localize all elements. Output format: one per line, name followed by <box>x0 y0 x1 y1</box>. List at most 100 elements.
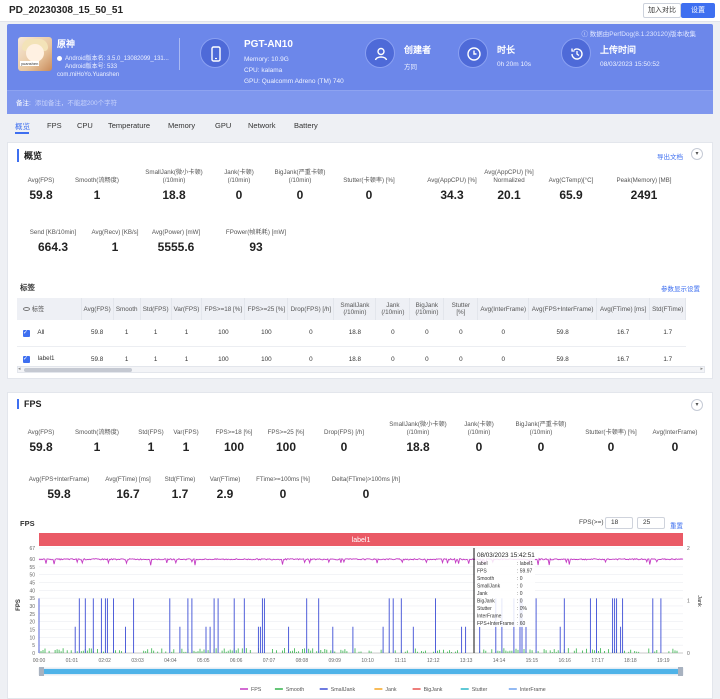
scroll-thumb[interactable] <box>24 368 132 372</box>
overview-metric: Stutter(卡顿率) [%] 0 <box>324 169 414 202</box>
tooltip-key: FPS <box>477 569 487 575</box>
overview-metric: BigJank(严重卡顿) (/10min) 0 <box>255 169 345 202</box>
tab-fps[interactable]: FPS <box>47 121 62 130</box>
fps-metric: FPS>=25 [%] 100 <box>241 421 331 454</box>
tooltip-value: : 0 <box>517 591 523 597</box>
zoom-handle-right[interactable] <box>678 667 683 676</box>
overview-metric: Avg(Power) [mW] 5555.6 <box>131 221 221 254</box>
device-name: PGT-AN10 <box>244 39 293 50</box>
legend-item-smooth[interactable]: Smooth <box>286 687 304 693</box>
metric-label: Send [KB/10min] <box>29 229 77 236</box>
table-cell: 100 <box>244 320 288 347</box>
checkbox[interactable]: ✓ <box>23 329 30 337</box>
tags-label: 标签 <box>20 283 35 292</box>
checkbox[interactable]: ✓ <box>23 356 30 363</box>
tab-network[interactable]: Network <box>248 121 276 130</box>
remark-placeholder[interactable]: 添加备注，不能超200个字符 <box>34 100 118 107</box>
table-cell: 59.8 <box>81 320 114 347</box>
tooltip-key: label <box>477 561 488 567</box>
metric-label: Avg(FTime) [ms] <box>105 476 151 483</box>
table-cell: 0 <box>375 320 410 347</box>
metric-label: Avg(CTemp)[°C] <box>548 177 594 184</box>
column-header: BigJank (/10min) <box>409 298 445 320</box>
table-cell: 100 <box>201 320 245 347</box>
metric-label: Smooth(流畅度) <box>74 177 119 184</box>
metric-value: 1 <box>182 440 190 454</box>
x-tick-label: 18:18 <box>624 658 637 664</box>
overview-card: 概览 导出文档 ▾ Avg(FPS) 59.8 Smooth(流畅度) 1 SmallJ… <box>7 142 713 379</box>
tab-gpu[interactable]: GPU <box>215 121 232 130</box>
metric-value: 0 <box>296 188 304 202</box>
top-bar: PD_20230308_15_50_51 加入对比 设置 <box>0 0 720 22</box>
overview-metric: Avg(AppCPU) [%] Normalized 20.1 <box>464 169 554 202</box>
fps-threshold-input-1[interactable]: 18 <box>605 517 633 529</box>
fps-metric: Avg(FTime) [ms] 16.7 <box>83 468 173 501</box>
y-tick-label: 25 <box>29 612 35 618</box>
fps-series-line <box>38 557 684 566</box>
reset-link[interactable]: 重置 <box>670 523 683 530</box>
fps-threshold-input-2[interactable]: 25 <box>637 517 665 529</box>
metric-value: 0 <box>537 440 545 454</box>
x-tick-label: 03:03 <box>131 658 144 664</box>
eye-icon[interactable] <box>23 306 30 311</box>
upload-history-icon <box>561 38 591 68</box>
scroll-right-icon[interactable]: ▸ <box>700 366 703 372</box>
legend-item-jank[interactable]: Jank <box>385 687 397 693</box>
tooltip-value: : label1 <box>517 561 533 567</box>
tooltip-value: : 0 <box>517 584 523 590</box>
fps-metric: Avg(InterFrame) 0 <box>630 421 720 454</box>
fps-metric: Var(FTime) 2.9 <box>180 468 270 501</box>
y-tick-label: 67 <box>29 546 35 552</box>
fps-metric: FTime>=100ms [%] 0 <box>238 468 328 501</box>
metric-value: 2491 <box>630 188 658 202</box>
tooltip-value: : 0% <box>517 606 528 612</box>
column-header: 标签 <box>17 298 82 320</box>
legend-item-fps[interactable]: FPS <box>251 687 262 693</box>
legend-item-interframe[interactable]: InterFrame <box>520 687 546 693</box>
table-header: 标签 Avg(FPS) Smooth Std(FPS) Var(FPS) FPS>=18 … <box>17 298 687 320</box>
metric-label: Smooth(流畅度) <box>74 429 119 436</box>
tab-temperature[interactable]: Temperature <box>108 121 151 130</box>
x-tick-label: 15:15 <box>526 658 539 664</box>
legend-item-smalljank[interactable]: SmallJank <box>331 687 356 693</box>
param-display-settings-link[interactable]: 参数显示设置 <box>661 286 700 293</box>
metric-value: 0 <box>475 440 483 454</box>
column-header: Avg(InterFrame) <box>477 298 530 320</box>
metric-label: Avg(Recv) [KB/s] <box>91 229 139 236</box>
tab-overview[interactable]: 概览 <box>15 122 30 131</box>
smooth-series <box>38 648 678 653</box>
y2-tick-label: 2 <box>687 546 690 552</box>
table-row[interactable]: ✓ All 59.8 1 1 1 100 100 0 18.8 0 0 0 0 59.8 16.7 1.7 <box>17 320 686 347</box>
metric-value: 18.8 <box>406 440 430 454</box>
settings-button[interactable]: 设置 <box>681 3 715 18</box>
export-link[interactable]: 导出文档 <box>657 154 683 161</box>
metric-label: Avg(AppCPU) [%] Normalized <box>484 169 534 184</box>
metric-value: 1 <box>147 440 155 454</box>
report-title: PD_20230308_15_50_51 <box>9 5 123 16</box>
overview-metric: Send [KB/10min] 664.3 <box>8 221 98 254</box>
legend-item-bigjank[interactable]: BigJank <box>424 687 443 693</box>
metric-value: 65.9 <box>559 188 583 202</box>
tooltip-value: : 0 <box>517 614 523 620</box>
zoom-handle-left[interactable] <box>39 667 44 676</box>
collapse-icon[interactable]: ▾ <box>691 148 703 160</box>
tab-memory[interactable]: Memory <box>168 121 196 130</box>
collapse-icon[interactable]: ▾ <box>691 399 703 411</box>
metric-value: 2.9 <box>216 487 234 501</box>
scroll-left-icon[interactable]: ◂ <box>18 366 21 372</box>
zoom-slider-range[interactable] <box>43 669 679 674</box>
add-compare-button[interactable]: 加入对比 <box>643 3 681 18</box>
tooltip-key: Smooth <box>477 576 494 582</box>
y-tick-label: 45 <box>29 580 35 586</box>
tab-cpu[interactable]: CPU <box>77 121 93 130</box>
overview-metric: Avg(CTemp)[°C] 65.9 <box>526 169 616 202</box>
horizontal-scrollbar[interactable]: ◂ ▸ <box>17 366 705 373</box>
remark-field[interactable]: 备注: 添加备注，不能超200个字符 <box>16 97 117 107</box>
x-tick-label: 16:16 <box>558 658 571 664</box>
tab-battery[interactable]: Battery <box>294 121 318 130</box>
x-tick-label: 17:17 <box>591 658 604 664</box>
upload-time-value: 08/03/2023 15:50:52 <box>600 61 660 68</box>
legend-item-stutter[interactable]: Stutter <box>472 687 488 693</box>
app-version: Android版本名: 3.5.0_13082099_131... <box>65 56 169 62</box>
